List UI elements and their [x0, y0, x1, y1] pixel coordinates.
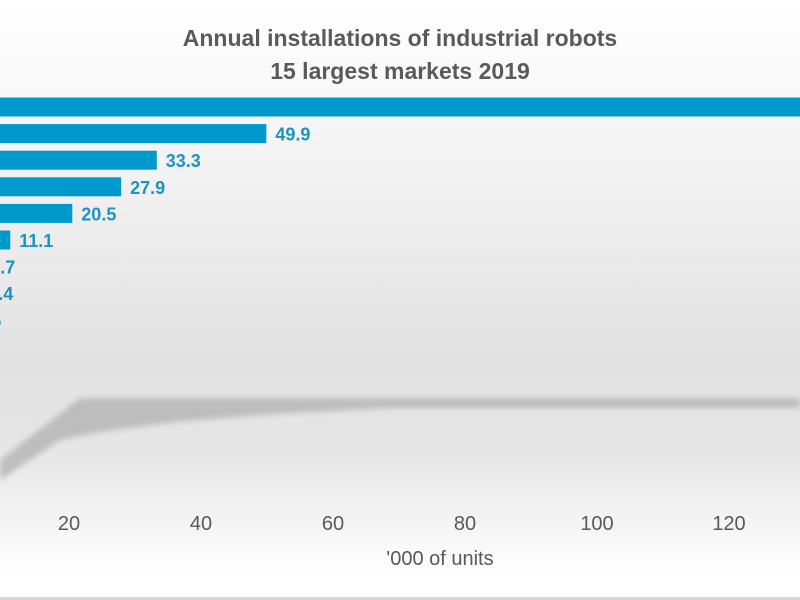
bar: [0, 97, 800, 117]
data-label: 6.4: [0, 284, 13, 304]
data-label: 11.1: [19, 231, 53, 251]
x-tick-label: 40: [190, 513, 212, 535]
x-tick-label: 100: [580, 513, 613, 535]
data-label: 33.3: [166, 151, 201, 171]
chart-subtitle: 15 largest markets 2019: [270, 58, 530, 84]
data-label: 27.9: [130, 178, 165, 198]
bar: [0, 203, 73, 223]
x-axis-label: '000 of units: [386, 548, 493, 570]
bar: [0, 150, 157, 170]
bar: [0, 124, 267, 144]
x-tick-label: 60: [322, 513, 344, 535]
bar: [0, 230, 11, 250]
floor-shadow: [0, 398, 800, 480]
data-label: 4.6: [0, 311, 1, 331]
x-tick-label: 120: [712, 513, 745, 535]
x-tick-label: 80: [454, 513, 476, 535]
data-label: 49.9: [275, 125, 310, 145]
data-label: 6.7: [0, 258, 15, 278]
chart-title-block: Annual installations of industrial robot…: [0, 22, 800, 88]
bar: [0, 177, 122, 197]
data-label: 20.5: [81, 204, 116, 224]
bottom-border: [0, 597, 800, 600]
x-tick-label: 20: [58, 513, 80, 535]
chart-title: Annual installations of industrial robot…: [182, 25, 618, 51]
